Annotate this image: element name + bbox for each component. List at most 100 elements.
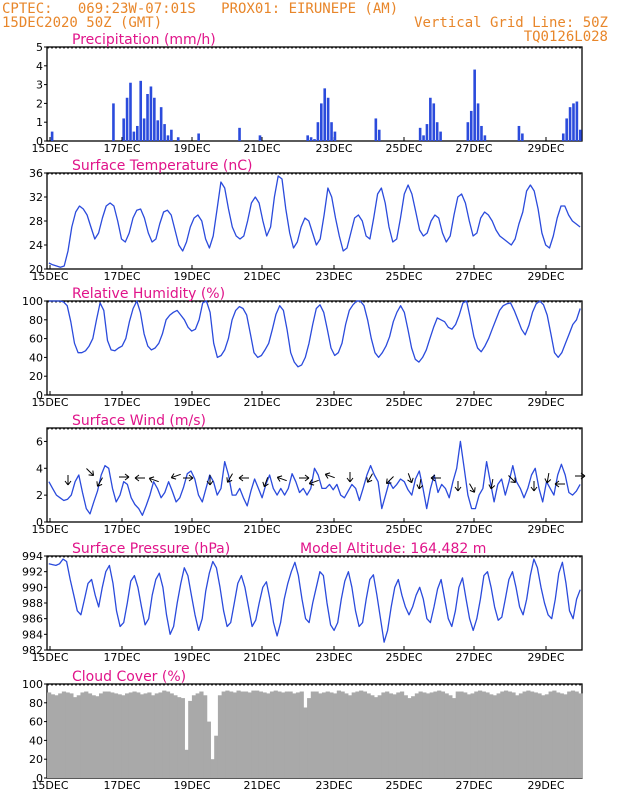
surface-wind-frame	[46, 427, 583, 523]
cloud-cover-column-119	[489, 694, 494, 778]
surface-temperature-xlabel-3: 21DEC	[243, 270, 280, 283]
cloud-cover-title: Cloud Cover (%)	[72, 669, 186, 685]
cloud-cover-column-86	[366, 693, 371, 778]
cloud-cover-column-124	[507, 691, 512, 778]
precipitation-ytick-label-3: 3	[36, 79, 43, 92]
cloud-cover-column-71	[310, 691, 315, 778]
precipitation-bar-81	[323, 88, 327, 141]
wind-direction-arrow-4	[134, 474, 145, 482]
cloud-cover-column-13	[95, 696, 100, 778]
cloud-cover-column-52	[240, 691, 245, 778]
precipitation-bar-35	[166, 135, 170, 141]
precipitation-bar-115	[439, 131, 442, 141]
relative-humidity-xlabel-2: 19DEC	[173, 396, 210, 409]
cloud-cover-column-33	[169, 693, 174, 778]
precipitation-bar-1	[50, 131, 54, 141]
precipitation-bar-114	[435, 122, 439, 141]
surface-pressure-ytick-label-2: 986	[22, 613, 43, 626]
cloud-cover-column-97	[407, 698, 412, 778]
precipitation-bar-109	[418, 127, 422, 141]
header-date: 15DEC2020 50Z (GMT)	[2, 15, 163, 31]
surface-pressure-xlabel-2: 19DEC	[173, 651, 210, 664]
cloud-cover-column-142	[574, 691, 579, 778]
cloud-cover-column-104	[433, 691, 438, 778]
cloud-cover-column-90	[381, 692, 386, 778]
wind-direction-arrow-27	[544, 472, 552, 484]
cloud-cover-column-4	[61, 691, 67, 778]
precipitation-xlabel-4: 23DEC	[315, 142, 352, 155]
cloud-cover-column-44	[210, 759, 215, 778]
cloud-cover-column-56	[255, 690, 260, 778]
surface-wind-xlabel-3: 21DEC	[243, 523, 280, 536]
precipitation-bar-19	[112, 103, 115, 141]
relative-humidity-title: Relative Humidity (%)	[72, 286, 225, 302]
cloud-cover-column-53	[243, 691, 249, 778]
cloud-cover-column-136	[552, 690, 557, 778]
cloud-cover-column-108	[448, 695, 453, 778]
precipitation-title: Precipitation (mm/h)	[72, 32, 216, 48]
surface-wind-xlabel-4: 23DEC	[315, 523, 352, 536]
cloud-cover-column-99	[414, 693, 420, 778]
cloud-cover-column-72	[314, 691, 319, 778]
surface-wind-xlabel-0: 15DEC	[31, 523, 68, 536]
relative-humidity-xlabel-0: 15DEC	[31, 396, 68, 409]
wind-direction-arrow-20	[416, 478, 424, 490]
cloud-cover-column-58	[262, 692, 267, 778]
surface-temperature-xlabel-4: 23DEC	[315, 270, 352, 283]
wind-direction-arrow-19	[407, 473, 414, 484]
surface-wind-series-line	[48, 440, 581, 516]
surface-pressure-ytick-label-1: 984	[22, 628, 43, 641]
cloud-cover-column-36	[180, 698, 185, 778]
surface-wind-xlabel-6: 27DEC	[455, 523, 492, 536]
cloud-cover-column-134	[544, 694, 550, 778]
surface-pressure-xlabel-0: 15DEC	[31, 651, 68, 664]
wind-direction-arrow-24	[488, 478, 496, 490]
surface-temperature-xlabel-5: 25DEC	[385, 270, 422, 283]
precipitation-bar-24	[129, 82, 132, 141]
precipitation-bar-156	[578, 129, 582, 141]
precipitation-xlabel-7: 29DEC	[527, 142, 564, 155]
precipitation-bar-26	[135, 125, 139, 141]
header-model-code: TQ0126L028	[523, 29, 608, 45]
precipitation-bar-80	[320, 103, 323, 141]
precipitation-ytick-label-0: 0	[36, 135, 43, 148]
cloud-cover-column-115	[474, 691, 479, 778]
cloud-cover-column-40	[195, 693, 200, 778]
cloud-cover-column-88	[373, 697, 379, 778]
surface-temperature-xlabel-1: 17DEC	[103, 270, 140, 283]
cloud-cover-column-116	[477, 690, 483, 778]
precipitation-bar-22	[122, 118, 125, 141]
precipitation-xlabel-2: 19DEC	[173, 142, 210, 155]
cloud-cover-column-85	[362, 691, 368, 778]
cloud-cover-column-73	[318, 693, 323, 778]
cloud-cover-column-110	[455, 691, 460, 778]
precipitation-bar-127	[480, 125, 483, 141]
cloud-cover-column-140	[567, 691, 572, 778]
wind-direction-arrow-10	[238, 474, 249, 482]
cloud-cover-column-143	[578, 693, 583, 778]
cloud-cover-column-92	[388, 693, 394, 778]
cloud-cover-column-80	[344, 693, 349, 778]
wind-direction-arrow-22	[454, 481, 462, 492]
wind-direction-arrow-29	[575, 472, 586, 480]
surface-temperature-frame	[46, 172, 583, 270]
precipitation-bar-33	[159, 107, 163, 141]
cloud-cover-column-133	[541, 695, 546, 778]
surface-pressure-xlabel-4: 23DEC	[315, 651, 352, 664]
cloud-cover-column-114	[470, 693, 475, 778]
surface-pressure-ytick-label-3: 988	[22, 597, 43, 610]
relative-humidity-ytick-label-5: 100	[22, 295, 43, 308]
precipitation-bar-44	[197, 133, 200, 141]
cloud-cover-column-2	[54, 695, 59, 778]
cloud-cover-column-28	[151, 695, 156, 778]
cloud-cover-column-46	[217, 695, 223, 778]
cloud-cover-column-122	[500, 691, 505, 778]
surface-pressure-annotation: Model Altitude: 164.482 m	[300, 541, 486, 557]
cloud-cover-column-10	[84, 691, 89, 778]
precipitation-bar-84	[333, 131, 337, 141]
precipitation-bar-76	[306, 135, 309, 141]
cloud-cover-column-54	[247, 692, 252, 778]
cloud-cover-column-75	[325, 691, 330, 778]
precipitation-bar-124	[469, 110, 473, 141]
cloud-cover-column-48	[225, 690, 230, 778]
